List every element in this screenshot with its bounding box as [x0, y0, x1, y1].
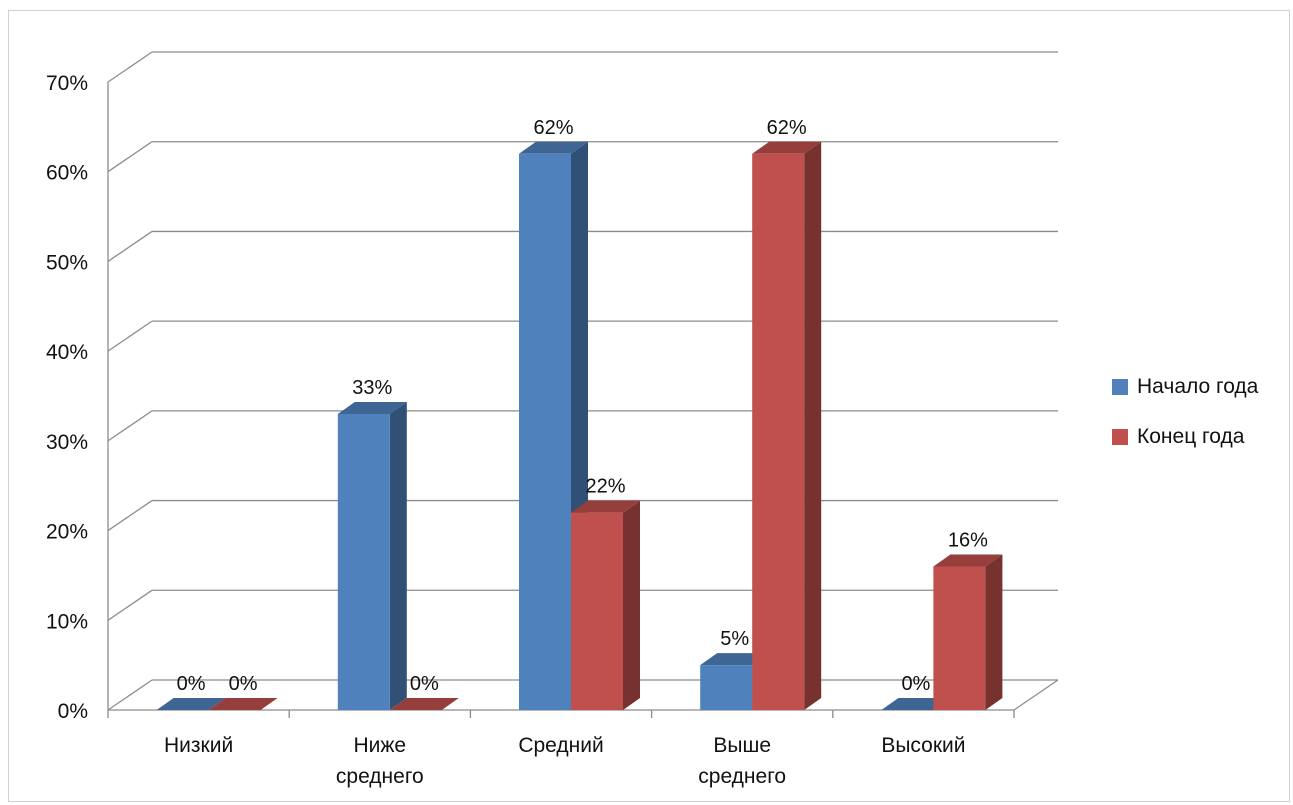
bar-front — [571, 512, 623, 710]
data-label: 0% — [229, 673, 258, 695]
bar-side — [804, 141, 822, 710]
bar-top — [389, 698, 459, 710]
x-tick-label: Средний — [518, 734, 603, 757]
gridline-depth — [107, 320, 153, 352]
bar — [208, 698, 278, 710]
data-label: 0% — [177, 673, 206, 695]
bar-front — [700, 665, 753, 710]
x-tick-label: Высокий — [881, 734, 965, 757]
data-label: 62% — [767, 117, 807, 139]
legend-item-start: Начало года — [1112, 374, 1258, 399]
bar — [156, 698, 226, 710]
x-tick-label: среднего — [698, 765, 786, 788]
bar-front — [933, 566, 986, 710]
gridline-depth — [107, 679, 153, 711]
bar — [571, 500, 640, 710]
legend: Начало года Конец года — [1112, 374, 1258, 474]
data-label: 0% — [901, 673, 930, 695]
bar — [389, 698, 459, 710]
gridline-depth — [107, 141, 153, 173]
data-label: 62% — [533, 117, 573, 139]
bar-side — [985, 554, 1003, 710]
gridline-depth — [107, 589, 153, 621]
gridline-depth — [107, 410, 153, 442]
y-tick-label: 70% — [46, 72, 88, 95]
bar-top — [881, 698, 951, 710]
bar — [337, 401, 407, 710]
y-tick-label: 30% — [46, 431, 88, 454]
bar — [752, 141, 822, 710]
y-tick-label: 40% — [46, 341, 88, 364]
bar — [933, 554, 1003, 710]
bar-top — [519, 141, 588, 154]
x-tick-label: Ниже — [353, 734, 406, 757]
x-tick-label: Выше — [713, 734, 771, 757]
bar-front — [519, 153, 571, 710]
x-tick-label: среднего — [336, 765, 424, 788]
bar-side — [389, 401, 407, 710]
data-label: 16% — [948, 529, 988, 551]
y-tick-label: 0% — [58, 700, 88, 723]
legend-swatch-start — [1112, 378, 1128, 395]
legend-label-start: Начало года — [1137, 374, 1259, 398]
bar-top — [752, 141, 822, 154]
data-label: 22% — [585, 476, 625, 498]
bar-top — [208, 698, 278, 710]
bar-side — [623, 500, 640, 710]
bars — [156, 141, 1003, 710]
bar-top — [933, 554, 1003, 567]
bar-front — [752, 153, 805, 710]
bar-top — [571, 500, 640, 513]
legend-swatch-end — [1112, 428, 1128, 445]
gridline-depth — [107, 51, 153, 83]
x-tick-label: Низкий — [164, 734, 233, 757]
data-label: 0% — [410, 673, 439, 695]
bar-front — [337, 413, 390, 710]
y-tick-label: 60% — [46, 162, 88, 185]
legend-item-end: Конец года — [1112, 424, 1258, 449]
bar-top — [337, 401, 407, 414]
gridline-depth — [107, 500, 153, 532]
gridline-depth — [107, 230, 153, 262]
data-label: 33% — [352, 377, 392, 399]
y-tick-label: 50% — [46, 251, 88, 274]
y-tick-label: 20% — [46, 521, 88, 544]
legend-label-end: Конец года — [1137, 424, 1245, 448]
data-labels: 0% 0% 33% 0% 62% 22% 5% 62% 0% 16% — [177, 117, 988, 695]
chart-frame — [8, 10, 1290, 802]
bar — [881, 698, 951, 710]
axes: 0% 10% 20% 30% 40% 50% 60% 70% Низкий Ниже среднег… — [46, 72, 1015, 788]
y-tick-label: 10% — [46, 610, 88, 633]
data-label: 5% — [720, 628, 749, 650]
bar-top — [156, 698, 226, 710]
bar-top — [700, 653, 770, 666]
